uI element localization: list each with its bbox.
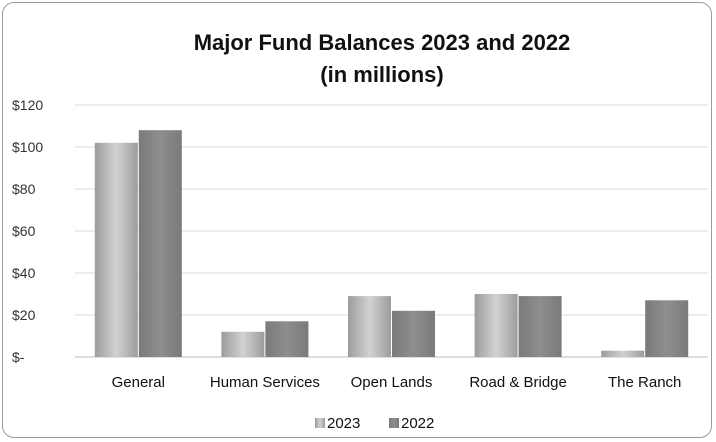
- legend-label-2022: 2022: [401, 415, 434, 432]
- y-tick-label: $80: [12, 181, 36, 197]
- legend-swatch-2023: [315, 418, 325, 428]
- chart-title: Major Fund Balances 2023 and 2022: [194, 30, 571, 55]
- bar-2023-general: [94, 142, 138, 357]
- bar-2022-open-lands: [392, 310, 435, 357]
- bar-2022-the-ranch: [645, 300, 689, 357]
- bar-2023-the-ranch: [601, 350, 645, 357]
- bar-2022-human-services: [265, 321, 309, 357]
- bar-2023-road-bridge: [474, 294, 518, 357]
- y-tick-label: $120: [12, 97, 43, 113]
- bar-2023-open-lands: [348, 296, 391, 357]
- y-tick-label: $100: [12, 139, 43, 155]
- y-tick-label: $20: [12, 307, 36, 323]
- legend: 2023 2022: [315, 415, 434, 432]
- legend-label-2023: 2023: [327, 415, 360, 432]
- x-tick-label: Open Lands: [351, 374, 433, 391]
- bar-2023-human-services: [221, 331, 265, 357]
- bar-2022-general: [138, 130, 182, 357]
- x-tick-label: The Ranch: [608, 374, 681, 391]
- x-tick-label: General: [112, 374, 165, 391]
- legend-swatch-2022: [389, 418, 399, 428]
- x-tick-label: Road & Bridge: [469, 374, 567, 391]
- x-axis: General Human Services Open Lands Road & Br…: [112, 374, 682, 391]
- y-tick-label: $60: [12, 223, 36, 239]
- chart-subtitle: (in millions): [320, 62, 443, 87]
- bars: [94, 130, 689, 357]
- bar-2022-road-bridge: [518, 296, 562, 357]
- y-axis: $- $20 $40 $60 $80 $100 $120: [12, 97, 43, 365]
- x-tick-label: Human Services: [210, 374, 320, 391]
- y-tick-label: $-: [12, 349, 25, 365]
- y-tick-label: $40: [12, 265, 36, 281]
